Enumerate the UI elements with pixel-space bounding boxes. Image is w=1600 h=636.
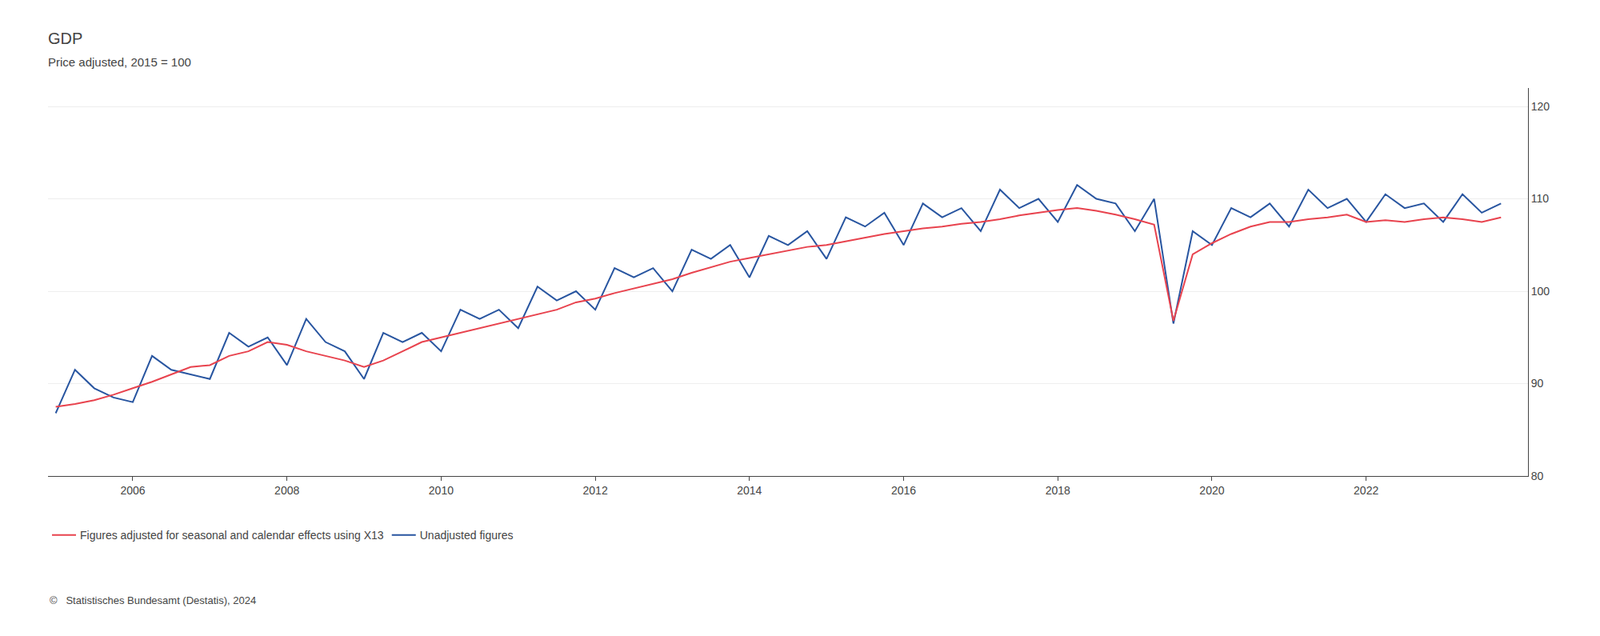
svg-text:120: 120 — [1531, 100, 1551, 113]
svg-text:2020: 2020 — [1199, 484, 1224, 497]
svg-text:100: 100 — [1531, 284, 1551, 298]
svg-text:110: 110 — [1531, 192, 1550, 205]
svg-text:2012: 2012 — [583, 484, 608, 497]
svg-text:90: 90 — [1531, 376, 1544, 390]
svg-text:2022: 2022 — [1353, 484, 1379, 497]
svg-text:GDP: GDP — [48, 29, 83, 48]
svg-text:2008: 2008 — [274, 484, 300, 497]
svg-text:2006: 2006 — [120, 484, 145, 497]
svg-text:Figures adjusted for seasonal: Figures adjusted for seasonal and calend… — [80, 528, 384, 542]
svg-text:© Statistisches Bundesamt (D: © Statistisches Bundesamt (Destatis), 20… — [49, 594, 256, 607]
svg-text:80: 80 — [1531, 469, 1544, 483]
svg-text:2016: 2016 — [891, 484, 916, 497]
svg-text:Price adjusted, 2015 = 100: Price adjusted, 2015 = 100 — [48, 55, 192, 69]
svg-text:2010: 2010 — [428, 484, 454, 497]
svg-text:2014: 2014 — [736, 484, 762, 497]
svg-text:Unadjusted figures: Unadjusted figures — [420, 528, 514, 542]
svg-text:2018: 2018 — [1045, 484, 1071, 497]
